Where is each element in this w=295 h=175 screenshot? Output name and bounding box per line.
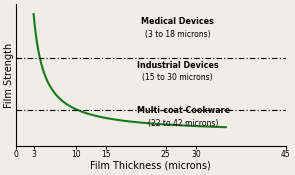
Text: (3 to 18 microns): (3 to 18 microns)	[145, 30, 211, 39]
Text: Multi-coat Cookware: Multi-coat Cookware	[137, 106, 230, 115]
Text: Medical Devices: Medical Devices	[141, 17, 214, 26]
Y-axis label: Film Strength: Film Strength	[4, 42, 14, 107]
Text: (22 to 42 microns): (22 to 42 microns)	[148, 119, 218, 128]
X-axis label: Film Thickness (microns): Film Thickness (microns)	[90, 161, 211, 171]
Text: Industrial Devices: Industrial Devices	[137, 61, 219, 70]
Text: (15 to 30 microns): (15 to 30 microns)	[142, 74, 213, 82]
